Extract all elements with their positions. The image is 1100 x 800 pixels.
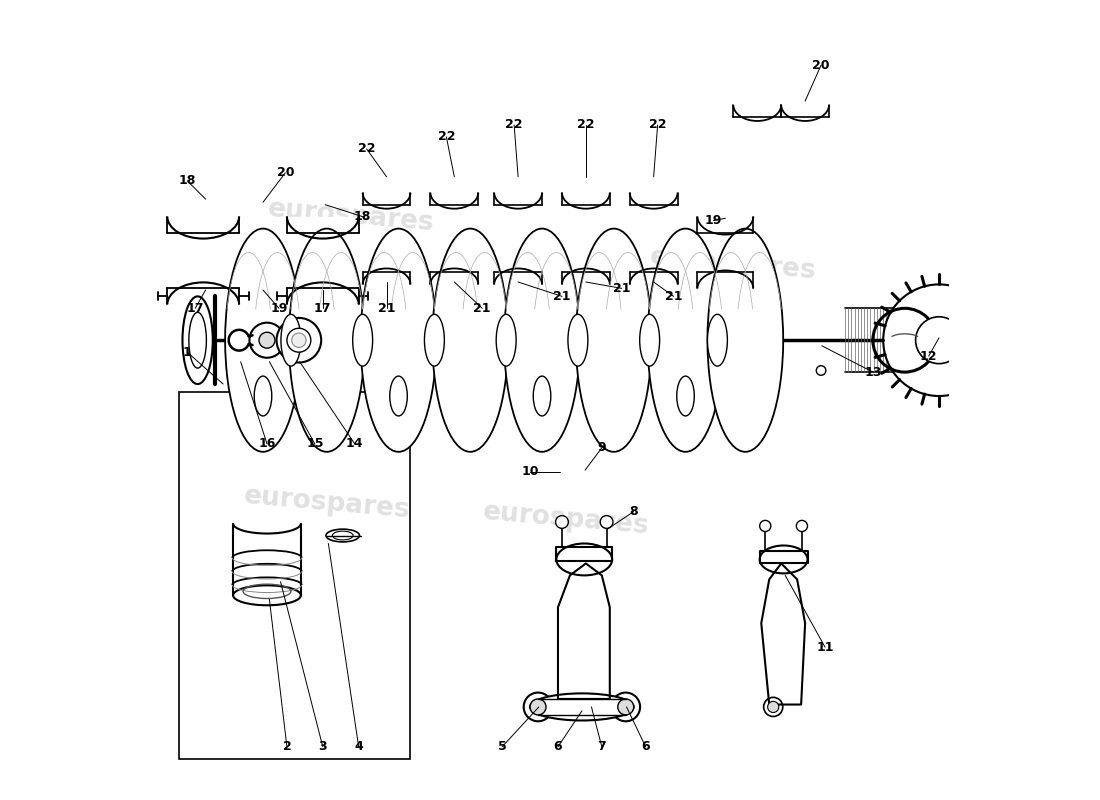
Text: 2: 2 bbox=[283, 740, 292, 754]
Ellipse shape bbox=[280, 314, 301, 366]
Text: 13: 13 bbox=[865, 366, 881, 378]
Circle shape bbox=[556, 515, 569, 528]
Text: 17: 17 bbox=[187, 302, 204, 315]
Text: 22: 22 bbox=[505, 118, 522, 131]
Circle shape bbox=[612, 693, 640, 722]
Text: 20: 20 bbox=[276, 166, 294, 179]
Circle shape bbox=[292, 333, 306, 347]
Ellipse shape bbox=[640, 314, 660, 366]
Polygon shape bbox=[167, 217, 239, 233]
Text: 16: 16 bbox=[258, 438, 276, 450]
Text: 20: 20 bbox=[812, 58, 829, 72]
Text: 8: 8 bbox=[629, 505, 638, 518]
Polygon shape bbox=[558, 563, 609, 699]
Polygon shape bbox=[557, 547, 613, 561]
Text: 6: 6 bbox=[553, 740, 562, 754]
Circle shape bbox=[287, 328, 311, 352]
Circle shape bbox=[601, 515, 613, 528]
Text: 5: 5 bbox=[498, 740, 506, 754]
Text: 21: 21 bbox=[613, 282, 630, 295]
Text: 19: 19 bbox=[271, 302, 287, 315]
Text: 4: 4 bbox=[354, 740, 363, 754]
Text: 6: 6 bbox=[641, 740, 650, 754]
Ellipse shape bbox=[504, 229, 580, 452]
Text: 10: 10 bbox=[521, 466, 539, 478]
Ellipse shape bbox=[183, 296, 212, 384]
Ellipse shape bbox=[254, 376, 272, 416]
Polygon shape bbox=[287, 217, 359, 233]
Text: 15: 15 bbox=[306, 438, 323, 450]
Circle shape bbox=[258, 332, 275, 348]
Text: 14: 14 bbox=[345, 438, 363, 450]
Text: 3: 3 bbox=[319, 740, 327, 754]
Text: 21: 21 bbox=[553, 290, 571, 303]
Ellipse shape bbox=[189, 312, 207, 368]
Circle shape bbox=[760, 520, 771, 531]
Text: 22: 22 bbox=[578, 118, 595, 131]
Ellipse shape bbox=[226, 229, 301, 452]
Ellipse shape bbox=[707, 314, 727, 366]
Ellipse shape bbox=[353, 314, 373, 366]
Text: 22: 22 bbox=[438, 130, 455, 143]
Ellipse shape bbox=[233, 586, 301, 606]
Text: 1: 1 bbox=[183, 346, 191, 358]
Ellipse shape bbox=[425, 314, 444, 366]
Text: 18: 18 bbox=[354, 210, 372, 223]
Circle shape bbox=[530, 699, 546, 715]
Ellipse shape bbox=[432, 229, 508, 452]
Ellipse shape bbox=[530, 694, 634, 721]
Polygon shape bbox=[287, 288, 359, 304]
Circle shape bbox=[763, 698, 783, 717]
Circle shape bbox=[915, 317, 962, 364]
Ellipse shape bbox=[576, 229, 651, 452]
Circle shape bbox=[816, 366, 826, 375]
Text: 21: 21 bbox=[664, 290, 682, 303]
Circle shape bbox=[796, 520, 807, 531]
Ellipse shape bbox=[326, 529, 360, 542]
Ellipse shape bbox=[676, 376, 694, 416]
Text: 17: 17 bbox=[314, 302, 331, 315]
Text: 21: 21 bbox=[377, 302, 395, 315]
Polygon shape bbox=[760, 551, 807, 563]
Polygon shape bbox=[761, 563, 805, 705]
Circle shape bbox=[883, 285, 994, 396]
Polygon shape bbox=[167, 288, 239, 304]
Ellipse shape bbox=[361, 229, 437, 452]
Ellipse shape bbox=[568, 314, 587, 366]
Ellipse shape bbox=[332, 531, 353, 540]
Circle shape bbox=[276, 318, 321, 362]
Text: 18: 18 bbox=[178, 174, 196, 187]
Circle shape bbox=[524, 693, 552, 722]
Text: eurospares: eurospares bbox=[242, 483, 411, 524]
Text: 22: 22 bbox=[358, 142, 375, 155]
Text: 7: 7 bbox=[597, 740, 606, 754]
Circle shape bbox=[768, 702, 779, 713]
Text: eurospares: eurospares bbox=[266, 197, 434, 237]
Ellipse shape bbox=[289, 229, 364, 452]
Text: 22: 22 bbox=[649, 118, 667, 131]
Text: 21: 21 bbox=[473, 302, 491, 315]
Text: 11: 11 bbox=[816, 641, 834, 654]
Circle shape bbox=[250, 322, 285, 358]
Ellipse shape bbox=[707, 229, 783, 452]
Text: 12: 12 bbox=[920, 350, 937, 362]
Ellipse shape bbox=[648, 229, 724, 452]
Ellipse shape bbox=[496, 314, 516, 366]
Text: eurospares: eurospares bbox=[649, 244, 817, 285]
Text: eurospares: eurospares bbox=[482, 499, 650, 540]
Ellipse shape bbox=[389, 376, 407, 416]
Ellipse shape bbox=[534, 376, 551, 416]
Circle shape bbox=[618, 699, 634, 715]
Text: 9: 9 bbox=[597, 442, 606, 454]
Text: 19: 19 bbox=[705, 214, 722, 227]
